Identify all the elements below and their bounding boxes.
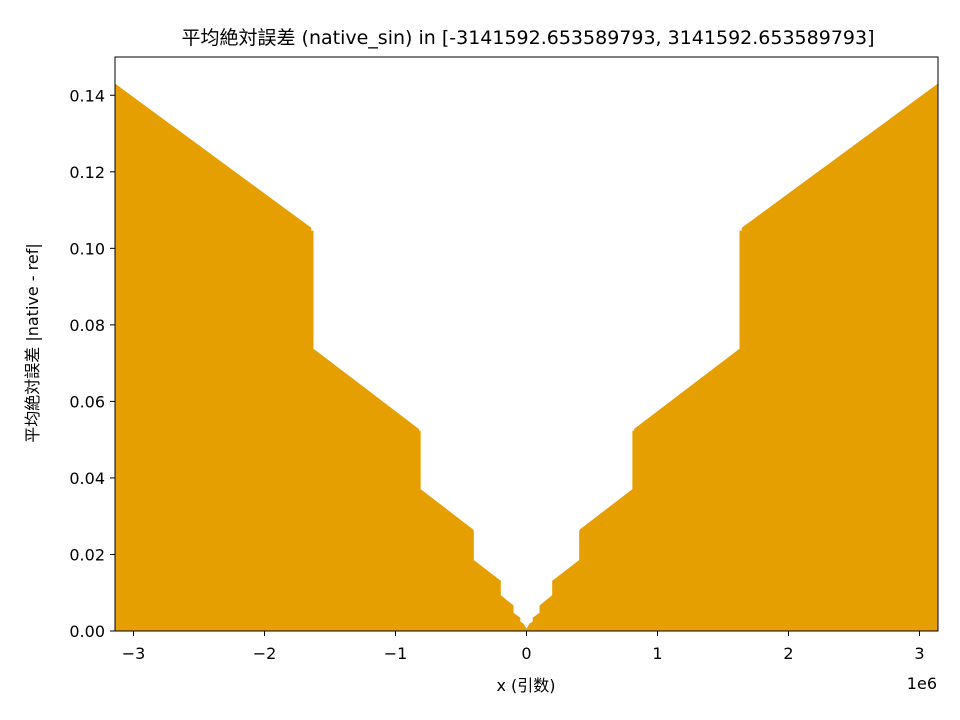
x-tick-label: 0 <box>521 644 531 663</box>
x-tick-label: 2 <box>783 644 793 663</box>
x-tick-label: 1 <box>652 644 662 663</box>
chart-title: 平均絶対誤差 (native_sin) in [-3141592.6535897… <box>182 27 875 49</box>
y-axis-label: 平均絶対誤差 |native - ref| <box>23 243 42 443</box>
y-tick-label: 0.06 <box>69 392 105 411</box>
y-tick-label: 0.04 <box>69 469 105 488</box>
y-tick-label: 0.02 <box>69 545 105 564</box>
plot-area <box>114 56 939 632</box>
y-axis: 0.00 0.02 0.04 0.06 0.08 0.10 0.12 0.14 <box>69 86 115 641</box>
x-tick-label: −3 <box>122 644 146 663</box>
x-tick-label: −1 <box>384 644 408 663</box>
error-area <box>114 83 939 632</box>
x-tick-label: −2 <box>253 644 277 663</box>
y-tick-label: 0.14 <box>69 86 105 105</box>
y-tick-label: 0.00 <box>69 622 105 641</box>
y-tick-label: 0.08 <box>69 316 105 335</box>
x-tick-label: 3 <box>914 644 924 663</box>
y-tick-label: 0.12 <box>69 163 105 182</box>
x-axis-offset-text: 1e6 <box>907 674 937 693</box>
y-tick-label: 0.10 <box>69 239 105 258</box>
x-axis-label: x (引数) <box>496 676 555 695</box>
x-axis: −3 −2 −1 0 1 2 3 <box>122 631 925 663</box>
